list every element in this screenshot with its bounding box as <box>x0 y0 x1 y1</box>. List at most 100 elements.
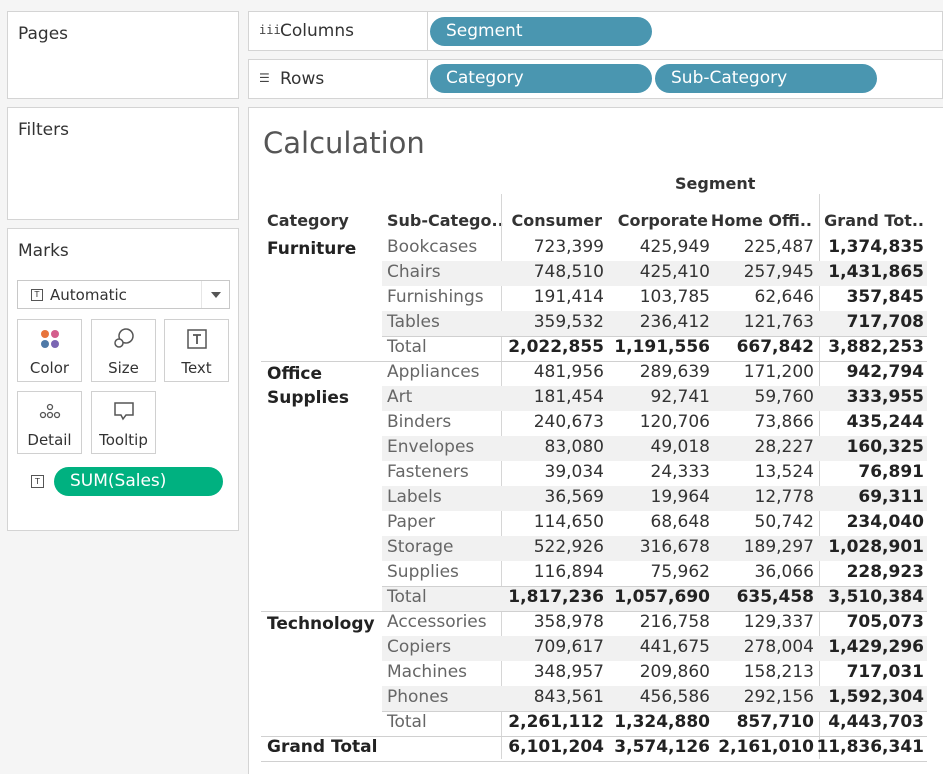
grand-total-value: 333,955 <box>846 387 924 407</box>
home-office-value: 121,763 <box>743 312 814 332</box>
subcategory-label: Chairs <box>387 262 441 282</box>
corporate-value: 425,410 <box>639 262 710 282</box>
total-divider <box>382 711 927 712</box>
category-pill[interactable]: Category <box>430 64 652 93</box>
subcategory-pill[interactable]: Sub-Category <box>655 64 877 93</box>
category-divider <box>261 611 927 612</box>
grand-total-label: Grand Total <box>267 737 378 757</box>
grand-total-value: 1,374,835 <box>828 237 924 257</box>
mark-type-label: Automatic <box>50 286 127 304</box>
columns-shelf-label: iii Columns <box>249 12 428 50</box>
corporate-value: 92,741 <box>650 387 710 407</box>
grand-total-value: 717,708 <box>846 312 924 332</box>
segment-pill[interactable]: Segment <box>430 17 652 46</box>
grand-total-home-office: 2,161,010 <box>718 737 814 757</box>
subcategory-label: Paper <box>387 512 436 532</box>
category-header: Category <box>267 211 349 230</box>
subcategory-label: Accessories <box>387 612 487 632</box>
columns-shelf[interactable]: iii Columns Segment <box>248 11 943 51</box>
row-band <box>382 636 927 661</box>
corporate-header: Corporate <box>617 211 708 230</box>
consumer-value: 114,650 <box>533 512 604 532</box>
detail-button[interactable]: Detail <box>17 391 82 454</box>
chevron-down-icon[interactable] <box>201 281 229 308</box>
grand-total-corporate: 3,574,126 <box>614 737 710 757</box>
consumer-value: 843,561 <box>533 687 604 707</box>
view-area: Calculation Segment Category Sub-Catego.. C… <box>248 107 943 774</box>
text-button[interactable]: Text <box>164 319 229 382</box>
grand-total-value: 3,882,253 <box>828 337 924 357</box>
grand-total-consumer: 6,101,204 <box>508 737 604 757</box>
column-divider <box>501 194 502 759</box>
corporate-value: 236,412 <box>639 312 710 332</box>
pages-card[interactable]: Pages <box>7 11 239 99</box>
subcategory-label: Fasteners <box>387 462 469 482</box>
size-button[interactable]: Size <box>91 319 156 382</box>
row-band <box>382 436 927 461</box>
corporate-value: 456,586 <box>639 687 710 707</box>
home-office-value: 36,066 <box>754 562 814 582</box>
grand-total-value: 4,443,703 <box>828 712 924 732</box>
corporate-value: 1,324,880 <box>614 712 710 732</box>
consumer-value: 83,080 <box>544 437 604 457</box>
consumer-value: 2,022,855 <box>508 337 604 357</box>
corporate-value: 289,639 <box>639 362 710 382</box>
home-office-value: 12,778 <box>754 487 814 507</box>
corporate-value: 441,675 <box>639 637 710 657</box>
color-button[interactable]: Color <box>17 319 82 382</box>
consumer-value: 358,978 <box>533 612 604 632</box>
subcategory-label: Furnishings <box>387 287 484 307</box>
home-office-value: 158,213 <box>743 662 814 682</box>
consumer-value: 116,894 <box>533 562 604 582</box>
grand-total-header: Grand Tot.. <box>824 211 924 230</box>
grand-total-value: 1,431,865 <box>828 262 924 282</box>
home-office-value: 857,710 <box>736 712 814 732</box>
home-office-value: 129,337 <box>743 612 814 632</box>
color-icon <box>18 328 81 350</box>
corporate-value: 425,949 <box>639 237 710 257</box>
consumer-value: 240,673 <box>533 412 604 432</box>
grand-total-value: 3,510,384 <box>828 587 924 607</box>
mark-type-dropdown[interactable]: T Automatic <box>17 280 230 309</box>
consumer-value: 191,414 <box>533 287 604 307</box>
size-icon <box>92 328 155 350</box>
subcategory-label: Tables <box>387 312 440 332</box>
sum-sales-pill[interactable]: SUM(Sales) <box>54 467 223 496</box>
grand-total-value: 705,073 <box>846 612 924 632</box>
grand-total-value: 160,325 <box>846 437 924 457</box>
subtotal-label: Total <box>387 712 427 732</box>
row-band <box>382 536 927 561</box>
column-divider <box>819 194 820 759</box>
consumer-value: 522,926 <box>533 537 604 557</box>
consumer-value: 1,817,236 <box>508 587 604 607</box>
subcategory-label: Art <box>387 387 413 407</box>
grand-total-value: 228,923 <box>846 562 924 582</box>
category-label: Technology <box>267 614 375 634</box>
rows-shelf[interactable]: ☰ Rows Category Sub-Category <box>248 59 943 99</box>
home-office-value: 13,524 <box>754 462 814 482</box>
grand-total-value: 717,031 <box>846 662 924 682</box>
text-icon <box>165 328 228 350</box>
consumer-value: 39,034 <box>544 462 604 482</box>
subcategory-label: Appliances <box>387 362 480 382</box>
marks-title: Marks <box>18 241 69 261</box>
consumer-value: 359,532 <box>533 312 604 332</box>
home-office-value: 50,742 <box>754 512 814 532</box>
subcategory-label: Envelopes <box>387 437 475 457</box>
pages-title: Pages <box>18 24 69 44</box>
filters-card[interactable]: Filters <box>7 107 239 220</box>
home-office-value: 635,458 <box>736 587 814 607</box>
consumer-value: 36,569 <box>544 487 604 507</box>
columns-icon: iii <box>259 23 281 37</box>
grand-total-value: 234,040 <box>846 512 924 532</box>
tooltip-button[interactable]: Tooltip <box>91 391 156 454</box>
corporate-value: 49,018 <box>650 437 710 457</box>
consumer-value: 181,454 <box>533 387 604 407</box>
row-band <box>382 311 927 336</box>
corporate-value: 1,191,556 <box>614 337 710 357</box>
home-office-value: 189,297 <box>743 537 814 557</box>
grand-total-value: 76,891 <box>858 462 924 482</box>
consumer-value: 748,510 <box>533 262 604 282</box>
tooltip-label: Tooltip <box>99 431 148 449</box>
size-label: Size <box>108 359 139 377</box>
